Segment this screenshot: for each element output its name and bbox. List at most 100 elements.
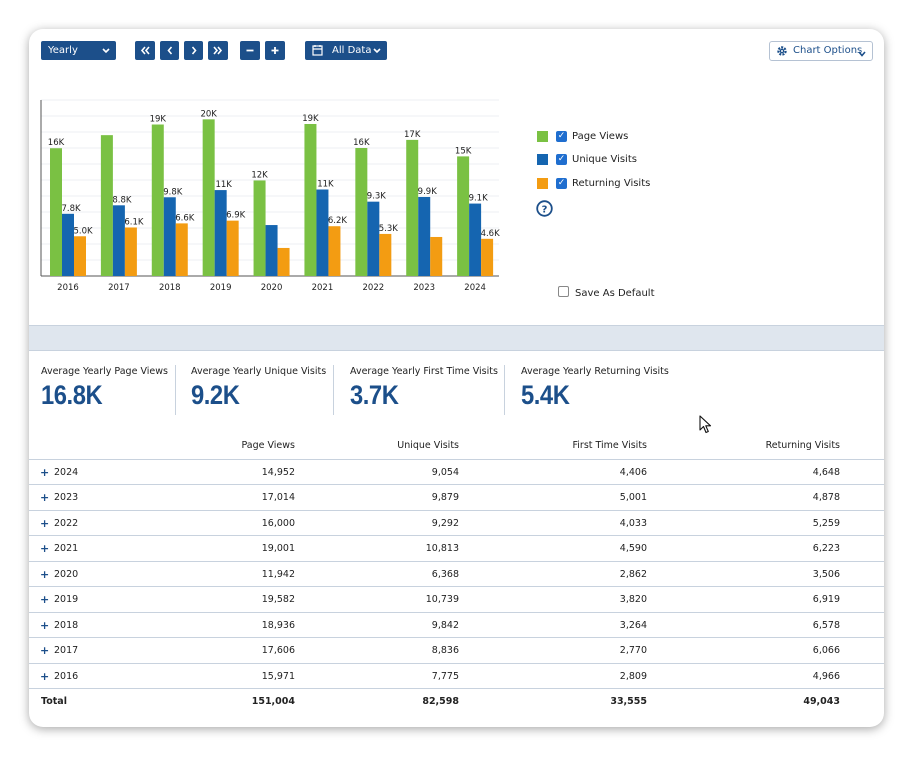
expand-icon[interactable]: + (40, 644, 50, 657)
cell-first-time-visits: 3,264 (619, 620, 647, 631)
section-divider-band (29, 325, 884, 351)
expand-icon[interactable]: + (40, 491, 50, 504)
cell-page-views: 19,582 (261, 594, 295, 605)
chevron-down-icon (373, 41, 381, 60)
legend-label: Unique Visits (572, 154, 637, 165)
cell-first-time-visits: 4,590 (619, 543, 647, 554)
cell-first-time-visits: 4,033 (619, 518, 647, 529)
double-chevron-right-icon (213, 46, 223, 55)
zoom-out-button[interactable] (240, 41, 260, 60)
column-header-page-views[interactable]: Page Views (241, 440, 295, 451)
column-header-unique-visits[interactable]: Unique Visits (397, 440, 459, 451)
data-label: 19K (150, 115, 167, 125)
cell-unique-visits: 10,739 (425, 594, 459, 605)
bar-page-views (151, 124, 164, 277)
data-label: 5.3K (379, 224, 399, 234)
date-range-select[interactable]: All Data (305, 41, 387, 60)
chevron-right-icon (191, 46, 197, 55)
expand-icon[interactable]: + (40, 593, 50, 606)
data-label: 9.8K (163, 187, 183, 197)
table-row[interactable]: + 2023 17,014 9,879 5,001 4,878 (29, 484, 884, 510)
bar-page-views (406, 139, 419, 276)
cell-page-views: 17,606 (261, 645, 295, 656)
cell-page-views: 19,001 (261, 543, 295, 554)
total-returning-visits: 49,043 (803, 696, 840, 707)
save-as-default-checkbox[interactable]: Save As Default (558, 286, 655, 301)
data-label: 16K (353, 138, 370, 148)
bar-unique-visits (112, 205, 125, 276)
chevron-down-icon (102, 41, 110, 60)
cell-unique-visits: 6,368 (431, 569, 459, 580)
first-page-button[interactable] (135, 41, 155, 60)
minus-icon (246, 49, 254, 52)
data-label: 19K (302, 114, 319, 124)
checkbox-unchecked-icon[interactable] (558, 286, 569, 297)
table-row[interactable]: + 2019 19,582 10,739 3,820 6,919 (29, 586, 884, 612)
cell-page-views: 16,000 (261, 518, 295, 529)
bar-page-views (202, 119, 215, 277)
stat-label: Average Yearly Page Views (41, 366, 168, 377)
data-label: 9.3K (367, 192, 387, 202)
bar-returning-visits (481, 238, 494, 276)
expand-icon[interactable]: + (40, 619, 50, 632)
cell-returning-visits: 6,919 (812, 594, 840, 605)
cell-returning-visits: 3,506 (812, 569, 840, 580)
cell-unique-visits: 9,842 (431, 620, 459, 631)
cell-first-time-visits: 3,820 (619, 594, 647, 605)
data-label: 16K (48, 138, 65, 148)
bar-page-views (100, 135, 113, 276)
expand-icon[interactable]: + (40, 466, 50, 479)
gear-icon (776, 45, 788, 64)
last-page-button[interactable] (208, 41, 228, 60)
table-row[interactable]: + 2016 15,971 7,775 2,809 4,966 (29, 663, 884, 689)
next-button[interactable] (184, 41, 203, 60)
cell-first-time-visits: 2,770 (619, 645, 647, 656)
previous-button[interactable] (160, 41, 179, 60)
cell-page-views: 15,971 (261, 671, 295, 682)
cell-unique-visits: 10,813 (425, 543, 459, 554)
table-row[interactable]: + 2018 18,936 9,842 3,264 6,578 (29, 612, 884, 638)
double-chevron-left-icon (140, 46, 150, 55)
data-label: 6.1K (124, 217, 144, 227)
cell-returning-visits: 5,259 (812, 518, 840, 529)
x-tick-label: 2018 (159, 283, 181, 293)
column-header-first-time-visits[interactable]: First Time Visits (572, 440, 647, 451)
expand-icon[interactable]: + (40, 568, 50, 581)
checkbox-checked-icon[interactable]: ✓ (556, 131, 567, 142)
table-row[interactable]: + 2022 16,000 9,292 4,033 5,259 (29, 510, 884, 536)
expand-icon[interactable]: + (40, 542, 50, 555)
mouse-pointer-icon (699, 415, 712, 438)
period-select-label: Yearly (48, 45, 78, 56)
cell-returning-visits: 6,223 (812, 543, 840, 554)
zoom-in-button[interactable] (265, 41, 285, 60)
column-header-returning-visits[interactable]: Returning Visits (765, 440, 840, 451)
svg-text:?: ? (542, 204, 548, 215)
bar-returning-visits (175, 223, 188, 276)
chart-options-button[interactable]: Chart Options (769, 41, 873, 61)
checkbox-checked-icon[interactable]: ✓ (556, 178, 567, 189)
cell-page-views: 11,942 (261, 569, 295, 580)
plus-icon (271, 47, 279, 54)
table-row[interactable]: + 2021 19,001 10,813 4,590 6,223 (29, 535, 884, 561)
table-row[interactable]: + 2020 11,942 6,368 2,862 3,506 (29, 561, 884, 587)
bar-page-views (457, 156, 470, 276)
chevron-left-icon (166, 46, 172, 55)
table-row[interactable]: + 2017 17,606 8,836 2,770 6,066 (29, 637, 884, 663)
expand-icon[interactable]: + (40, 517, 50, 530)
row-year: 2019 (54, 594, 79, 605)
stat-value: 3.7K (350, 380, 399, 410)
cell-returning-visits: 6,578 (812, 620, 840, 631)
stat-label: Average Yearly Unique Visits (191, 366, 327, 377)
period-select[interactable]: Yearly (41, 41, 116, 60)
expand-icon[interactable]: + (40, 670, 50, 683)
date-range-label: All Data (332, 45, 372, 56)
legend-swatch (537, 154, 548, 165)
x-tick-label: 2019 (210, 283, 232, 293)
row-year: 2022 (54, 518, 79, 529)
bar-page-views (50, 148, 62, 276)
divider (504, 365, 505, 415)
total-page-views: 151,004 (251, 696, 295, 707)
checkbox-checked-icon[interactable]: ✓ (556, 154, 567, 165)
help-icon[interactable]: ? (536, 200, 553, 221)
table-row[interactable]: + 2024 14,952 9,054 4,406 4,648 (29, 459, 884, 485)
